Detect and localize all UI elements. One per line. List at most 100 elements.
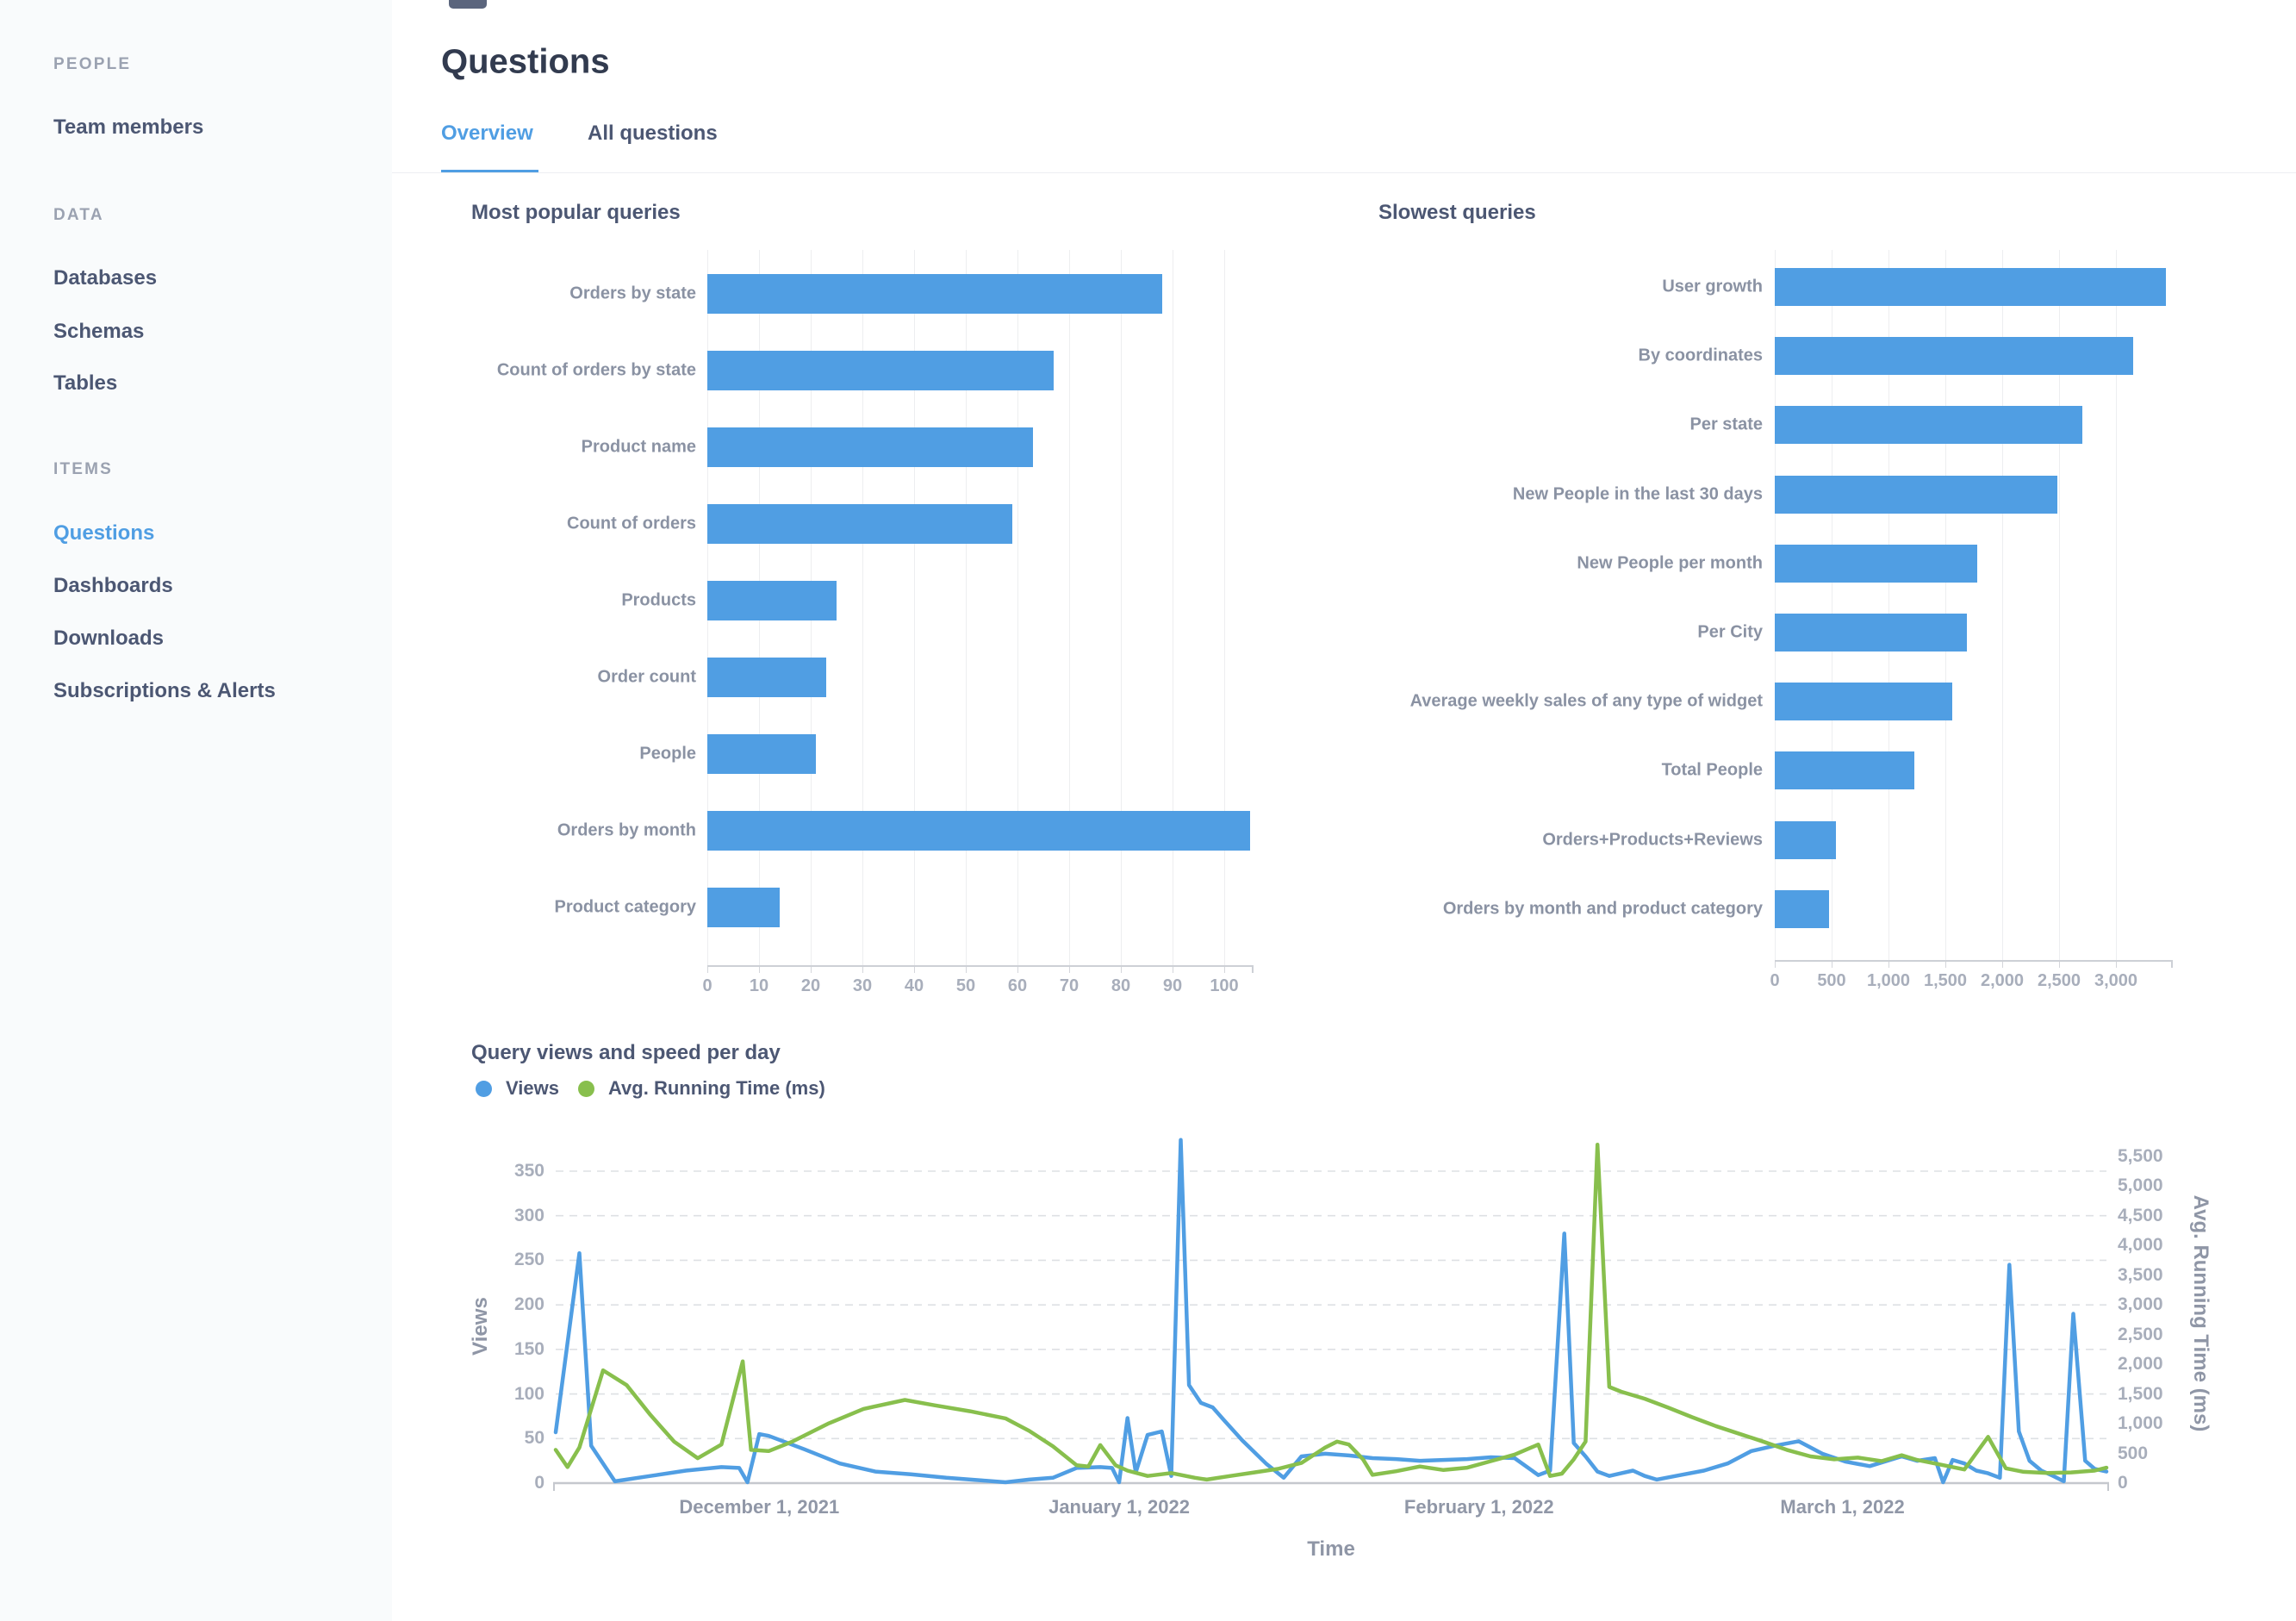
y-tick-label-left: 350 xyxy=(513,1161,544,1181)
sidebar-item-tables[interactable]: Tables xyxy=(53,371,118,395)
y-tick-label-left: 200 xyxy=(513,1294,544,1315)
bar-orders-products-reviews[interactable] xyxy=(1775,820,1837,859)
y-tick-label-right: 500 xyxy=(2118,1443,2149,1463)
page-title: Questions xyxy=(441,42,610,81)
sidebar-item-questions[interactable]: Questions xyxy=(53,521,155,545)
y-tick-label-left: 50 xyxy=(524,1428,544,1449)
sidebar-section-people: PEOPLE xyxy=(53,55,132,73)
x-tick-label-month: December 1, 2021 xyxy=(679,1496,840,1518)
axis-tick xyxy=(1224,967,1225,973)
y-tick-label-left: 300 xyxy=(513,1205,544,1225)
legend-dot-icon xyxy=(476,1080,492,1097)
sidebar-item-dashboards[interactable]: Dashboards xyxy=(53,574,173,597)
bar-category-label: Per City xyxy=(1697,622,1763,642)
bar-orders-by-month-and-product-category[interactable] xyxy=(1775,889,1830,928)
active-tab-underline xyxy=(441,170,538,173)
legend-label: Avg. Running Time (ms) xyxy=(607,1077,825,1099)
bar-average-weekly-sales-of-any-type-of-widget[interactable] xyxy=(1775,683,1952,721)
x-tick-label-month: March 1, 2022 xyxy=(1780,1496,1905,1518)
bar-order-count[interactable] xyxy=(707,658,826,697)
bar-category-label: Orders by month xyxy=(557,820,696,840)
gridline xyxy=(862,250,863,965)
sidebar-item-team-members[interactable]: Team members xyxy=(53,115,204,139)
x-tick-label-month: January 1, 2022 xyxy=(1048,1496,1190,1518)
x-axis-title-time: Time xyxy=(1307,1537,1355,1561)
bar-new-people-per-month[interactable] xyxy=(1775,544,1977,583)
y-tick-label-right: 4,500 xyxy=(2118,1205,2163,1225)
axis-tick xyxy=(1888,962,1889,968)
bar-per-state[interactable] xyxy=(1775,406,2083,445)
sidebar-item-subscriptions-alerts[interactable]: Subscriptions & Alerts xyxy=(53,679,276,702)
axis-end-tick xyxy=(2171,960,2173,968)
x-tick-label-month: February 1, 2022 xyxy=(1403,1496,1554,1518)
y-tick-label-left: 250 xyxy=(513,1250,544,1270)
y-tick-label-left: 150 xyxy=(513,1338,544,1359)
bar-category-label: Products xyxy=(621,590,696,610)
series-line-views xyxy=(553,1138,2109,1485)
legend-item-avg-running-time-ms-[interactable]: Avg. Running Time (ms) xyxy=(577,1077,825,1100)
bar-new-people-in-the-last-30-days[interactable] xyxy=(1775,475,2058,514)
bar-category-label: Average weekly sales of any type of widg… xyxy=(1409,691,1763,711)
axis-tick xyxy=(862,967,863,973)
x-tick-label: 90 xyxy=(1162,976,1183,995)
bar-per-city[interactable] xyxy=(1775,614,1968,652)
x-tick-label: 1,500 xyxy=(1923,971,1968,990)
axis-tick xyxy=(759,967,760,973)
gridline xyxy=(1224,250,1225,965)
bar-category-label: Product category xyxy=(554,897,696,917)
x-tick-label: 0 xyxy=(1770,971,1780,990)
axis-tick xyxy=(707,967,708,973)
bar-category-label: New People per month xyxy=(1577,553,1763,573)
tabs-divider xyxy=(392,172,2296,173)
gridline xyxy=(914,250,915,965)
sidebar-item-downloads[interactable]: Downloads xyxy=(53,627,165,650)
x-tick-label: 50 xyxy=(955,976,976,995)
axis-tick xyxy=(811,967,812,973)
bar-products[interactable] xyxy=(707,581,837,620)
gridline xyxy=(1017,250,1018,965)
x-tick-label: 80 xyxy=(1111,976,1131,995)
tab-all-questions[interactable]: All questions xyxy=(588,122,718,145)
chart-title-most-popular-queries: Most popular queries xyxy=(471,201,681,224)
x-axis-line xyxy=(1775,960,2173,962)
y-tick-label-right: 1,500 xyxy=(2118,1383,2163,1404)
sidebar-item-databases[interactable]: Databases xyxy=(53,266,158,290)
gridline xyxy=(1069,250,1070,965)
bar-product-name[interactable] xyxy=(707,427,1033,467)
bar-orders-by-state[interactable] xyxy=(707,274,1162,314)
sidebar-item-schemas[interactable]: Schemas xyxy=(53,320,145,343)
y-tick-label-right: 5,500 xyxy=(2118,1146,2163,1166)
bar-user-growth[interactable] xyxy=(1775,268,2167,306)
bar-count-of-orders[interactable] xyxy=(707,504,1012,544)
legend-item-views[interactable]: Views xyxy=(476,1077,559,1100)
y-tick-label-right: 0 xyxy=(2118,1473,2128,1493)
gridline xyxy=(966,250,967,965)
x-tick-label: 3,000 xyxy=(2094,971,2138,990)
sidebar-section-data: DATA xyxy=(53,206,104,224)
bar-category-label: Orders by state xyxy=(569,284,696,303)
x-tick-label: 2,500 xyxy=(2037,971,2081,990)
axis-tick xyxy=(2116,962,2117,968)
axis-tick xyxy=(2059,962,2060,968)
y-tick-label-right: 2,500 xyxy=(2118,1324,2163,1344)
legend-dot-icon xyxy=(577,1080,594,1097)
axis-tick xyxy=(2002,962,2003,968)
bar-by-coordinates[interactable] xyxy=(1775,337,2134,376)
bar-people[interactable] xyxy=(707,734,816,774)
bar-total-people[interactable] xyxy=(1775,751,1915,790)
bar-category-label: Orders by month and product category xyxy=(1442,899,1763,919)
bar-product-category[interactable] xyxy=(707,888,780,927)
bar-orders-by-month[interactable] xyxy=(707,811,1250,851)
axis-tick xyxy=(966,967,967,973)
axis-tick xyxy=(1945,962,1946,968)
x-tick-label: 0 xyxy=(702,976,712,995)
axis-tick xyxy=(1775,962,1776,968)
y-tick-label-right: 3,500 xyxy=(2118,1264,2163,1285)
chart-title-query-views-speed: Query views and speed per day xyxy=(471,1041,781,1064)
bar-count-of-orders-by-state[interactable] xyxy=(707,351,1054,390)
tab-overview[interactable]: Overview xyxy=(441,122,533,145)
y-tick-label-left: 0 xyxy=(534,1473,544,1493)
y-tick-label-left: 100 xyxy=(513,1383,544,1404)
x-tick-label: 20 xyxy=(800,976,821,995)
